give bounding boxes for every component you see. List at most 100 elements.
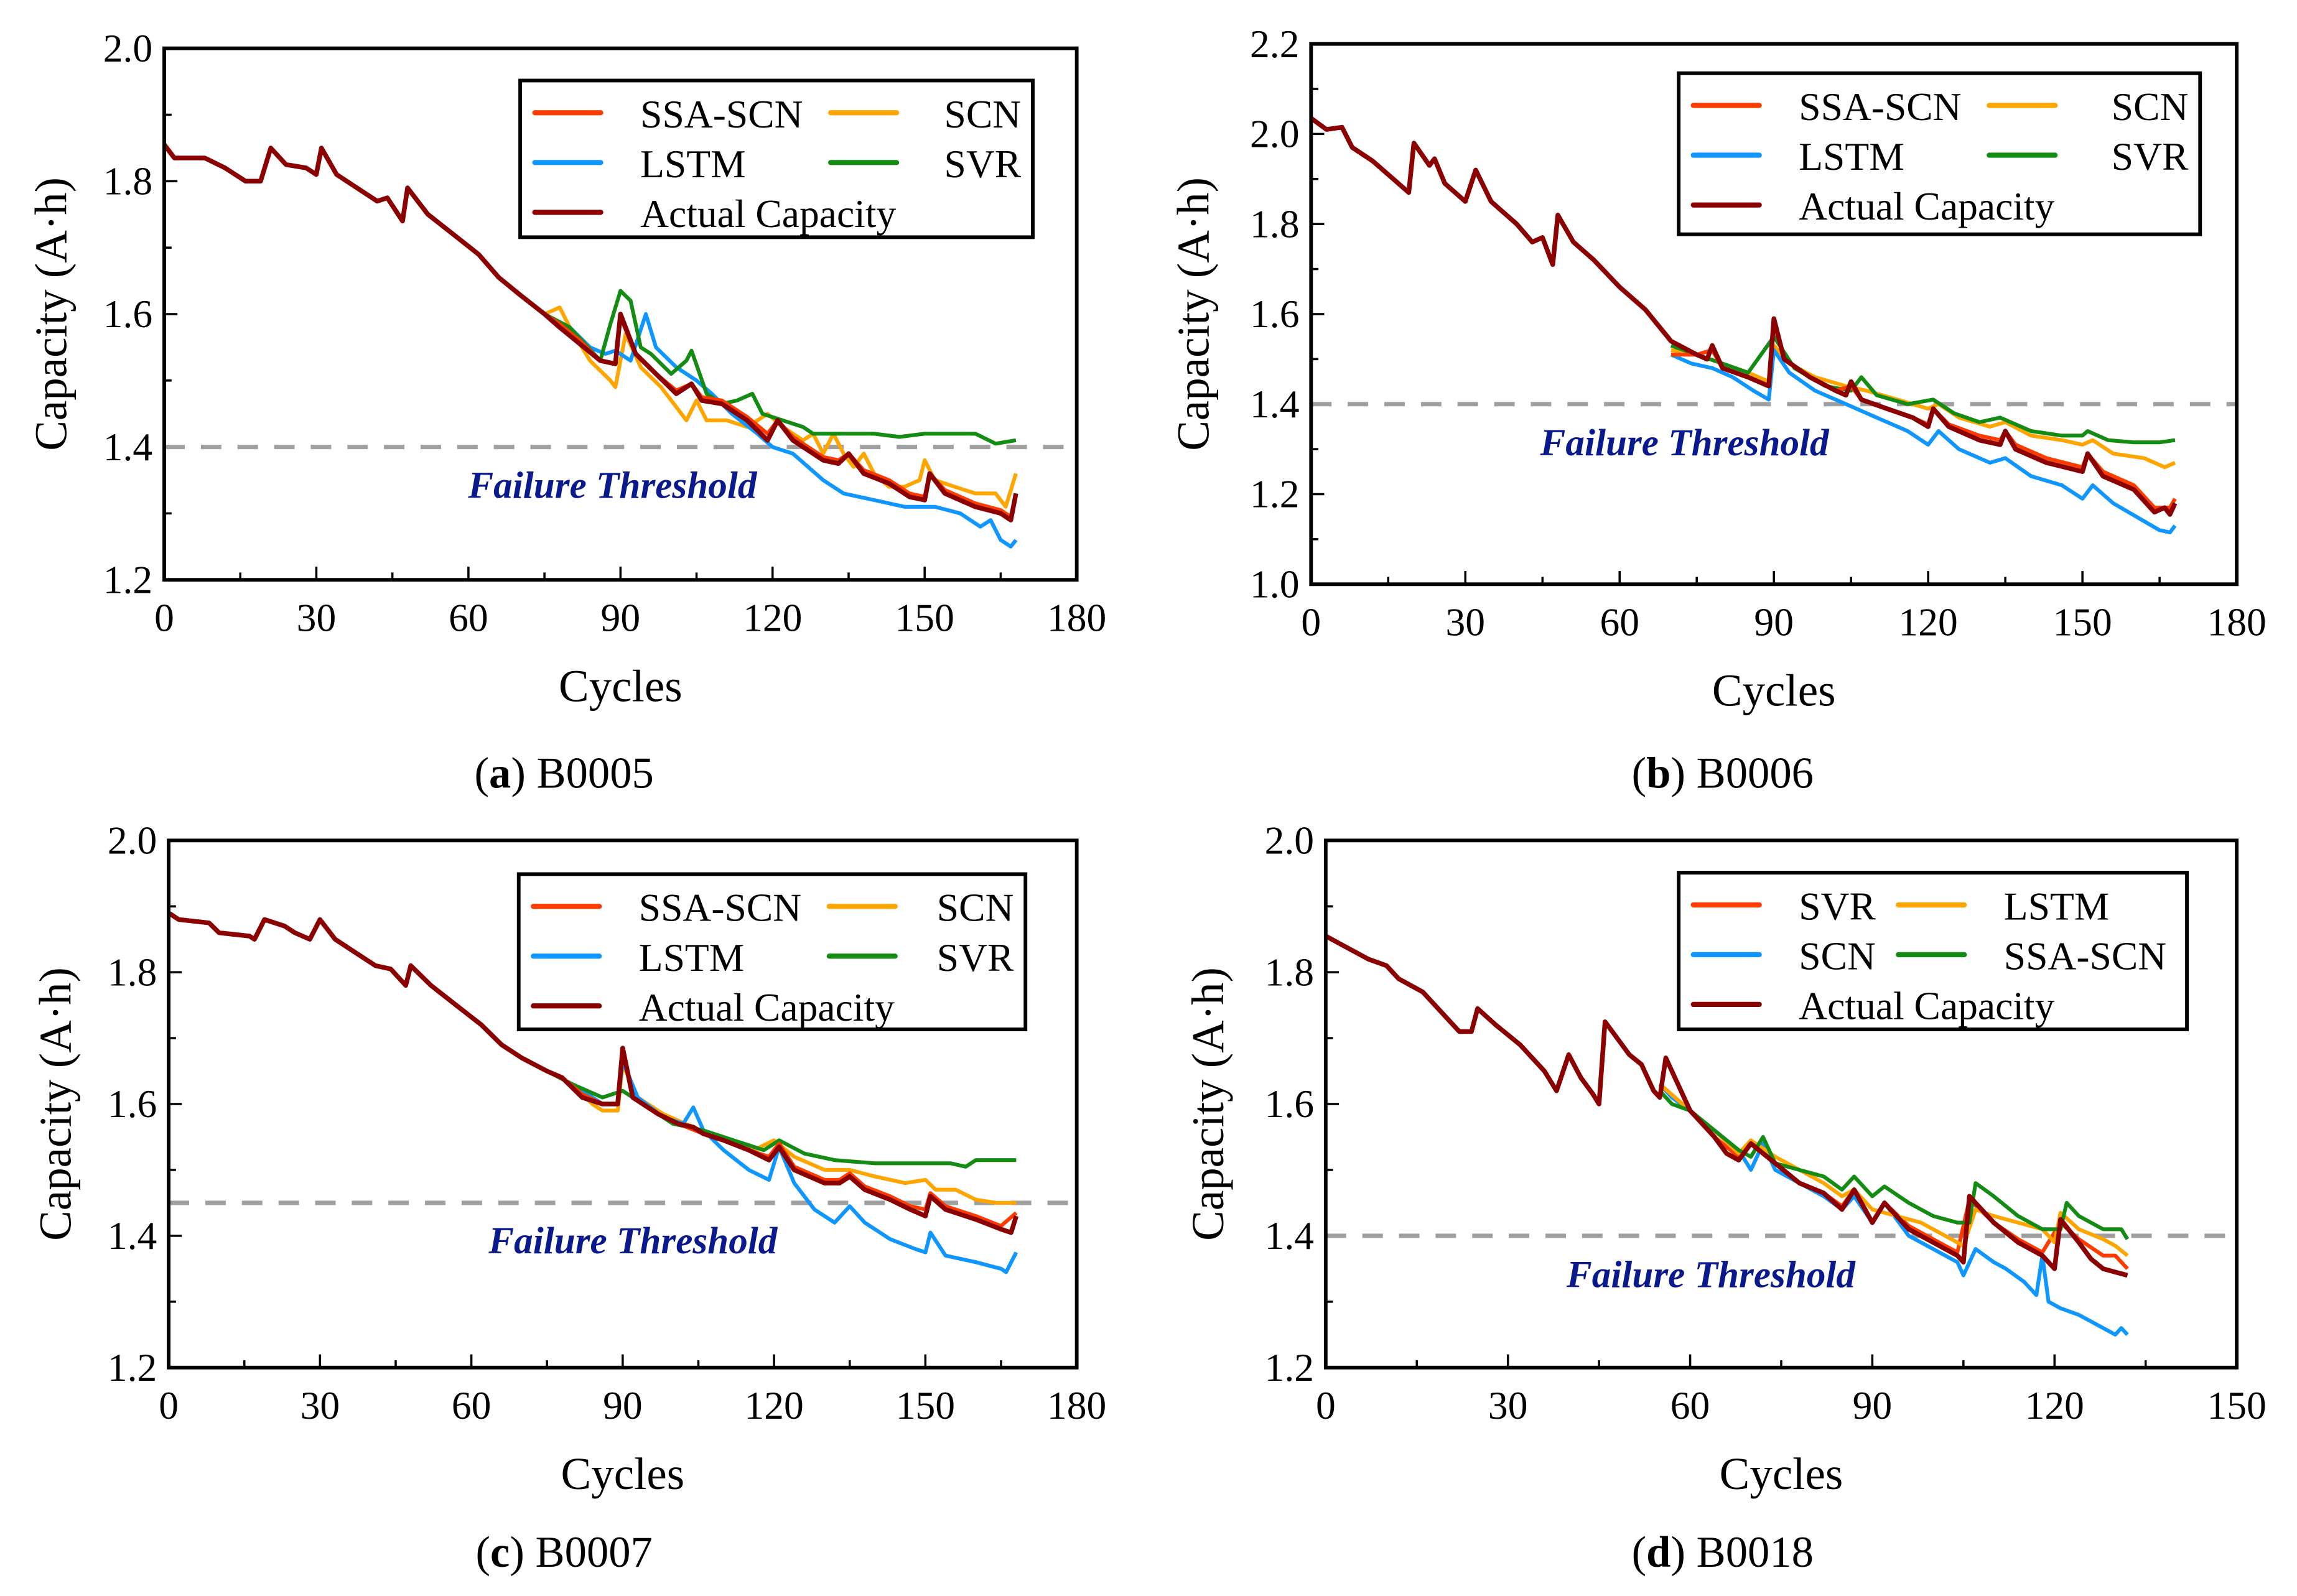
y-tick-label: 2.2 <box>1250 22 1299 66</box>
panel-caption: (c) B0007 <box>476 1528 653 1577</box>
legend-label: SVR <box>944 142 1022 186</box>
legend-box <box>1677 71 2202 236</box>
panel-title: B0018 <box>1697 1528 1814 1577</box>
failure-threshold-label: Failure Threshold <box>1540 422 1830 464</box>
y-tick-label: 1.6 <box>108 1082 157 1126</box>
failure-threshold-label: Failure Threshold <box>488 1220 778 1262</box>
y-tick-label: 1.8 <box>108 950 157 994</box>
legend-label: SSA-SCN <box>1799 85 1961 129</box>
y-axis-title: Capacity (A·h) <box>1183 967 1233 1241</box>
y-tick-label: 2.0 <box>1265 818 1314 862</box>
panel-caption: (d) B0018 <box>1632 1528 1814 1577</box>
series-line-lstm <box>518 292 1018 549</box>
legend-label: SVR <box>1799 884 1876 928</box>
y-tick-label: 1.4 <box>1250 382 1299 426</box>
failure-threshold-label: Failure Threshold <box>467 464 758 506</box>
x-tick-label: 150 <box>2052 600 2112 644</box>
panel-caption-close: ) <box>1670 749 1696 798</box>
panel-caption-open: ( <box>1632 1528 1647 1577</box>
legend-label: SCN <box>1799 934 1876 978</box>
panel-letter: b <box>1646 749 1670 798</box>
y-tick-label: 1.2 <box>1250 472 1299 516</box>
chart-panel-b: 0 30 60 90 120 150 180 1.0 1.2 1.4 1.6 1.8 2.0 2.2 Cyc… <box>1168 22 2267 798</box>
panel-caption-open: ( <box>1632 749 1647 798</box>
legend-label: LSTM <box>2004 884 2109 928</box>
y-axis-title: Capacity (A·h) <box>26 177 76 451</box>
x-tick-label: 30 <box>297 596 337 640</box>
x-tick-label: 180 <box>2207 600 2266 644</box>
series-line-lstm <box>1658 1082 2129 1258</box>
legend-label: LSTM <box>1799 134 1904 179</box>
legend-box <box>518 78 1035 239</box>
y-tick-label: 1.4 <box>103 425 152 469</box>
x-axis-title: Cycles <box>559 661 683 712</box>
x-tick-label: 90 <box>1754 600 1794 644</box>
panel-letter: a <box>489 749 511 798</box>
legend: SSA-SCN SCN LSTM SVR Actual Capacity <box>1677 71 2202 236</box>
chart-panel-a: 0 30 60 90 120 150 180 1.2 1.4 1.6 1.8 2.0 Cycles Cap… <box>26 26 1106 798</box>
x-tick-label: 0 <box>1301 600 1321 644</box>
legend-label: Actual Capacity <box>1799 983 2054 1028</box>
legend-label: Actual Capacity <box>1799 184 2054 228</box>
x-tick-label: 120 <box>744 1383 803 1427</box>
legend: SVR LSTM SCN SSA-SCN Actual Capacity <box>1677 871 2189 1031</box>
legend-label: Actual Capacity <box>640 192 896 236</box>
panel-caption-open: ( <box>476 1528 491 1577</box>
series-line-ssa-scn <box>1670 321 2177 510</box>
legend-label: SCN <box>944 92 1022 136</box>
x-axis-title: Cycles <box>1720 1449 1843 1499</box>
y-axis-title: Capacity (A·h) <box>1168 177 1219 451</box>
x-tick-label: 180 <box>1047 596 1106 640</box>
x-tick-label: 150 <box>896 1383 955 1427</box>
chart-panel-d: 0 30 60 90 120 150 1.2 1.4 1.6 1.8 2.0 Cycles Capaci… <box>1183 818 2267 1576</box>
x-tick-label: 30 <box>301 1383 340 1427</box>
panel-caption-close: ) <box>511 749 536 798</box>
x-tick-label: 0 <box>1316 1383 1336 1427</box>
legend-label: LSTM <box>639 935 744 980</box>
chart-panel-c: 0 30 60 90 120 150 180 1.2 1.4 1.6 1.8 2.0 Cycles Cap… <box>30 818 1106 1576</box>
y-tick-label: 1.8 <box>1265 950 1314 994</box>
panel-caption: (a) B0005 <box>475 749 654 798</box>
x-tick-label: 60 <box>1600 600 1639 644</box>
plot-frame <box>1323 838 2239 1370</box>
x-tick-label: 0 <box>159 1383 179 1427</box>
x-tick-label: 90 <box>601 596 641 640</box>
series-line-ssa-scn <box>521 1049 1018 1228</box>
y-tick-label: 1.8 <box>103 159 152 203</box>
series-line-scn <box>521 1056 1017 1205</box>
series-line-svr <box>521 1056 1017 1169</box>
legend-label: SCN <box>937 886 1014 930</box>
y-tick-label: 1.8 <box>1250 202 1299 246</box>
y-tick-label: 1.4 <box>108 1213 157 1258</box>
legend-label: SSA-SCN <box>639 886 801 930</box>
panel-title: B0007 <box>536 1528 653 1577</box>
y-tick-label: 1.2 <box>1265 1345 1314 1390</box>
x-tick-label: 150 <box>895 596 954 640</box>
panel-title: B0005 <box>537 749 654 798</box>
x-axis-title: Cycles <box>561 1449 685 1499</box>
x-tick-label: 60 <box>452 1383 492 1427</box>
legend-label: Actual Capacity <box>639 985 895 1029</box>
legend: SSA-SCN SCN LSTM SVR Actual Capacity <box>518 78 1035 239</box>
plot-frame <box>1309 42 2239 587</box>
y-tick-label: 1.6 <box>1265 1082 1314 1126</box>
panel-title: B0006 <box>1697 749 1814 798</box>
panel-caption-open: ( <box>475 749 490 798</box>
x-tick-label: 90 <box>1853 1383 1893 1427</box>
y-tick-label: 2.0 <box>103 26 152 70</box>
series-line-actual-capacity <box>1310 116 2178 517</box>
x-tick-label: 90 <box>603 1383 643 1427</box>
x-axis-title: Cycles <box>1712 666 1836 716</box>
legend-box <box>1677 871 2189 1031</box>
series-line-actual-capacity <box>167 911 1019 1235</box>
x-tick-label: 150 <box>2207 1383 2266 1427</box>
y-tick-label: 1.2 <box>103 557 152 601</box>
x-tick-label: 0 <box>154 596 174 640</box>
failure-threshold-label: Failure Threshold <box>1566 1253 1857 1296</box>
x-tick-label: 30 <box>1446 600 1486 644</box>
legend-label: SVR <box>937 935 1014 980</box>
legend-label: LSTM <box>640 142 745 186</box>
plot-frame <box>162 46 1079 582</box>
legend-label: SSA-SCN <box>640 92 803 136</box>
x-tick-label: 30 <box>1488 1383 1528 1427</box>
